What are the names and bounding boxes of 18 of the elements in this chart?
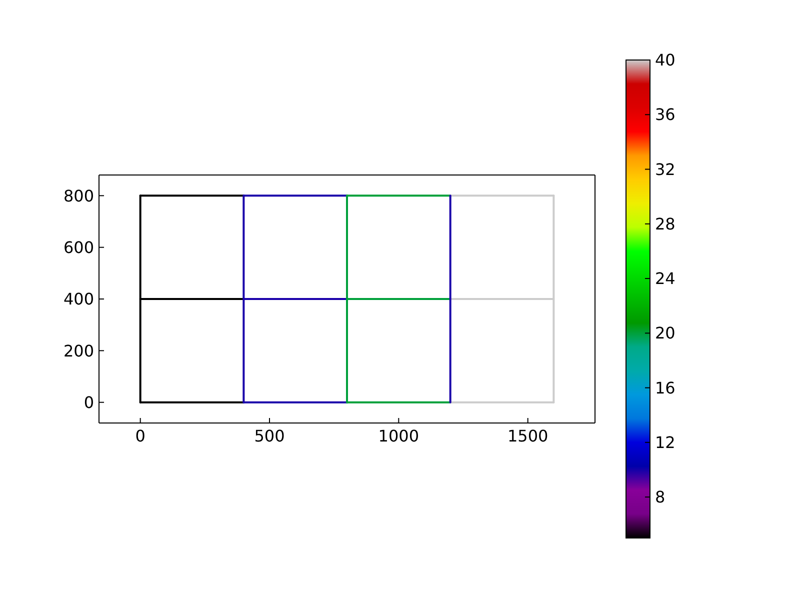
x-tick-label: 1500 [507, 426, 548, 446]
color-bar-label: 24 [655, 269, 676, 288]
color-bar-label: 32 [655, 160, 676, 179]
color-bar-label: 16 [655, 378, 676, 398]
y-tick-label: 600 [63, 238, 94, 258]
color-bar-label: 20 [655, 324, 676, 343]
color-bar-label: 28 [655, 214, 676, 234]
color-bar-label: 12 [655, 432, 676, 452]
y-tick-label: 800 [63, 186, 94, 206]
y-tick-label: 0 [84, 393, 94, 412]
y-tick-label: 400 [63, 290, 94, 309]
color-bar-label: 40 [655, 50, 676, 70]
y-tick-label: 200 [63, 341, 94, 360]
color-bar-label: 36 [655, 105, 676, 124]
x-tick-label: 0 [135, 426, 146, 446]
color-bar-label: 8 [655, 488, 666, 507]
x-tick-label: 1000 [378, 426, 420, 446]
x-tick-label: 500 [254, 426, 285, 446]
